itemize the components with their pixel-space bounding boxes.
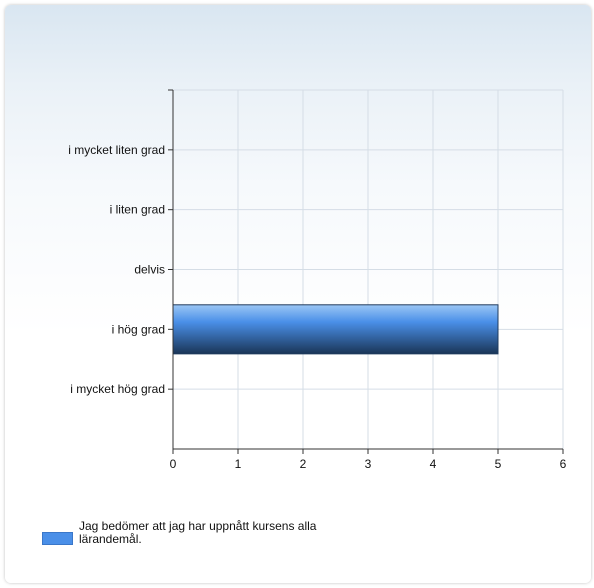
x-tick-label: 3 — [365, 457, 372, 471]
y-category-label: i mycket liten grad — [68, 143, 165, 157]
x-tick-label: 0 — [170, 457, 177, 471]
x-tick-label: 2 — [300, 457, 307, 471]
chart-panel — [5, 5, 591, 583]
legend-label: Jag bedömer att jag har uppnått kursens … — [79, 519, 317, 546]
legend: Jag bedömer att jag har uppnått kursens … — [42, 520, 319, 546]
y-category-label: delvis — [134, 263, 165, 277]
axis-labels: 0 1 2 3 4 5 6 i mycket liten grad i liten grad de… — [68, 143, 566, 471]
grid-lines — [173, 89, 564, 449]
x-tick-label: 5 — [495, 457, 502, 471]
x-tick-label: 6 — [560, 457, 567, 471]
x-tick-label: 4 — [430, 457, 437, 471]
x-tick-label: 1 — [235, 457, 242, 471]
legend-swatch — [42, 532, 73, 545]
y-category-label: i mycket hög grad — [70, 382, 165, 396]
bars — [172, 304, 499, 355]
y-category-label: i liten grad — [110, 203, 165, 217]
bar — [172, 304, 499, 355]
y-category-label: i hög grad — [112, 322, 165, 336]
axes — [168, 89, 564, 454]
